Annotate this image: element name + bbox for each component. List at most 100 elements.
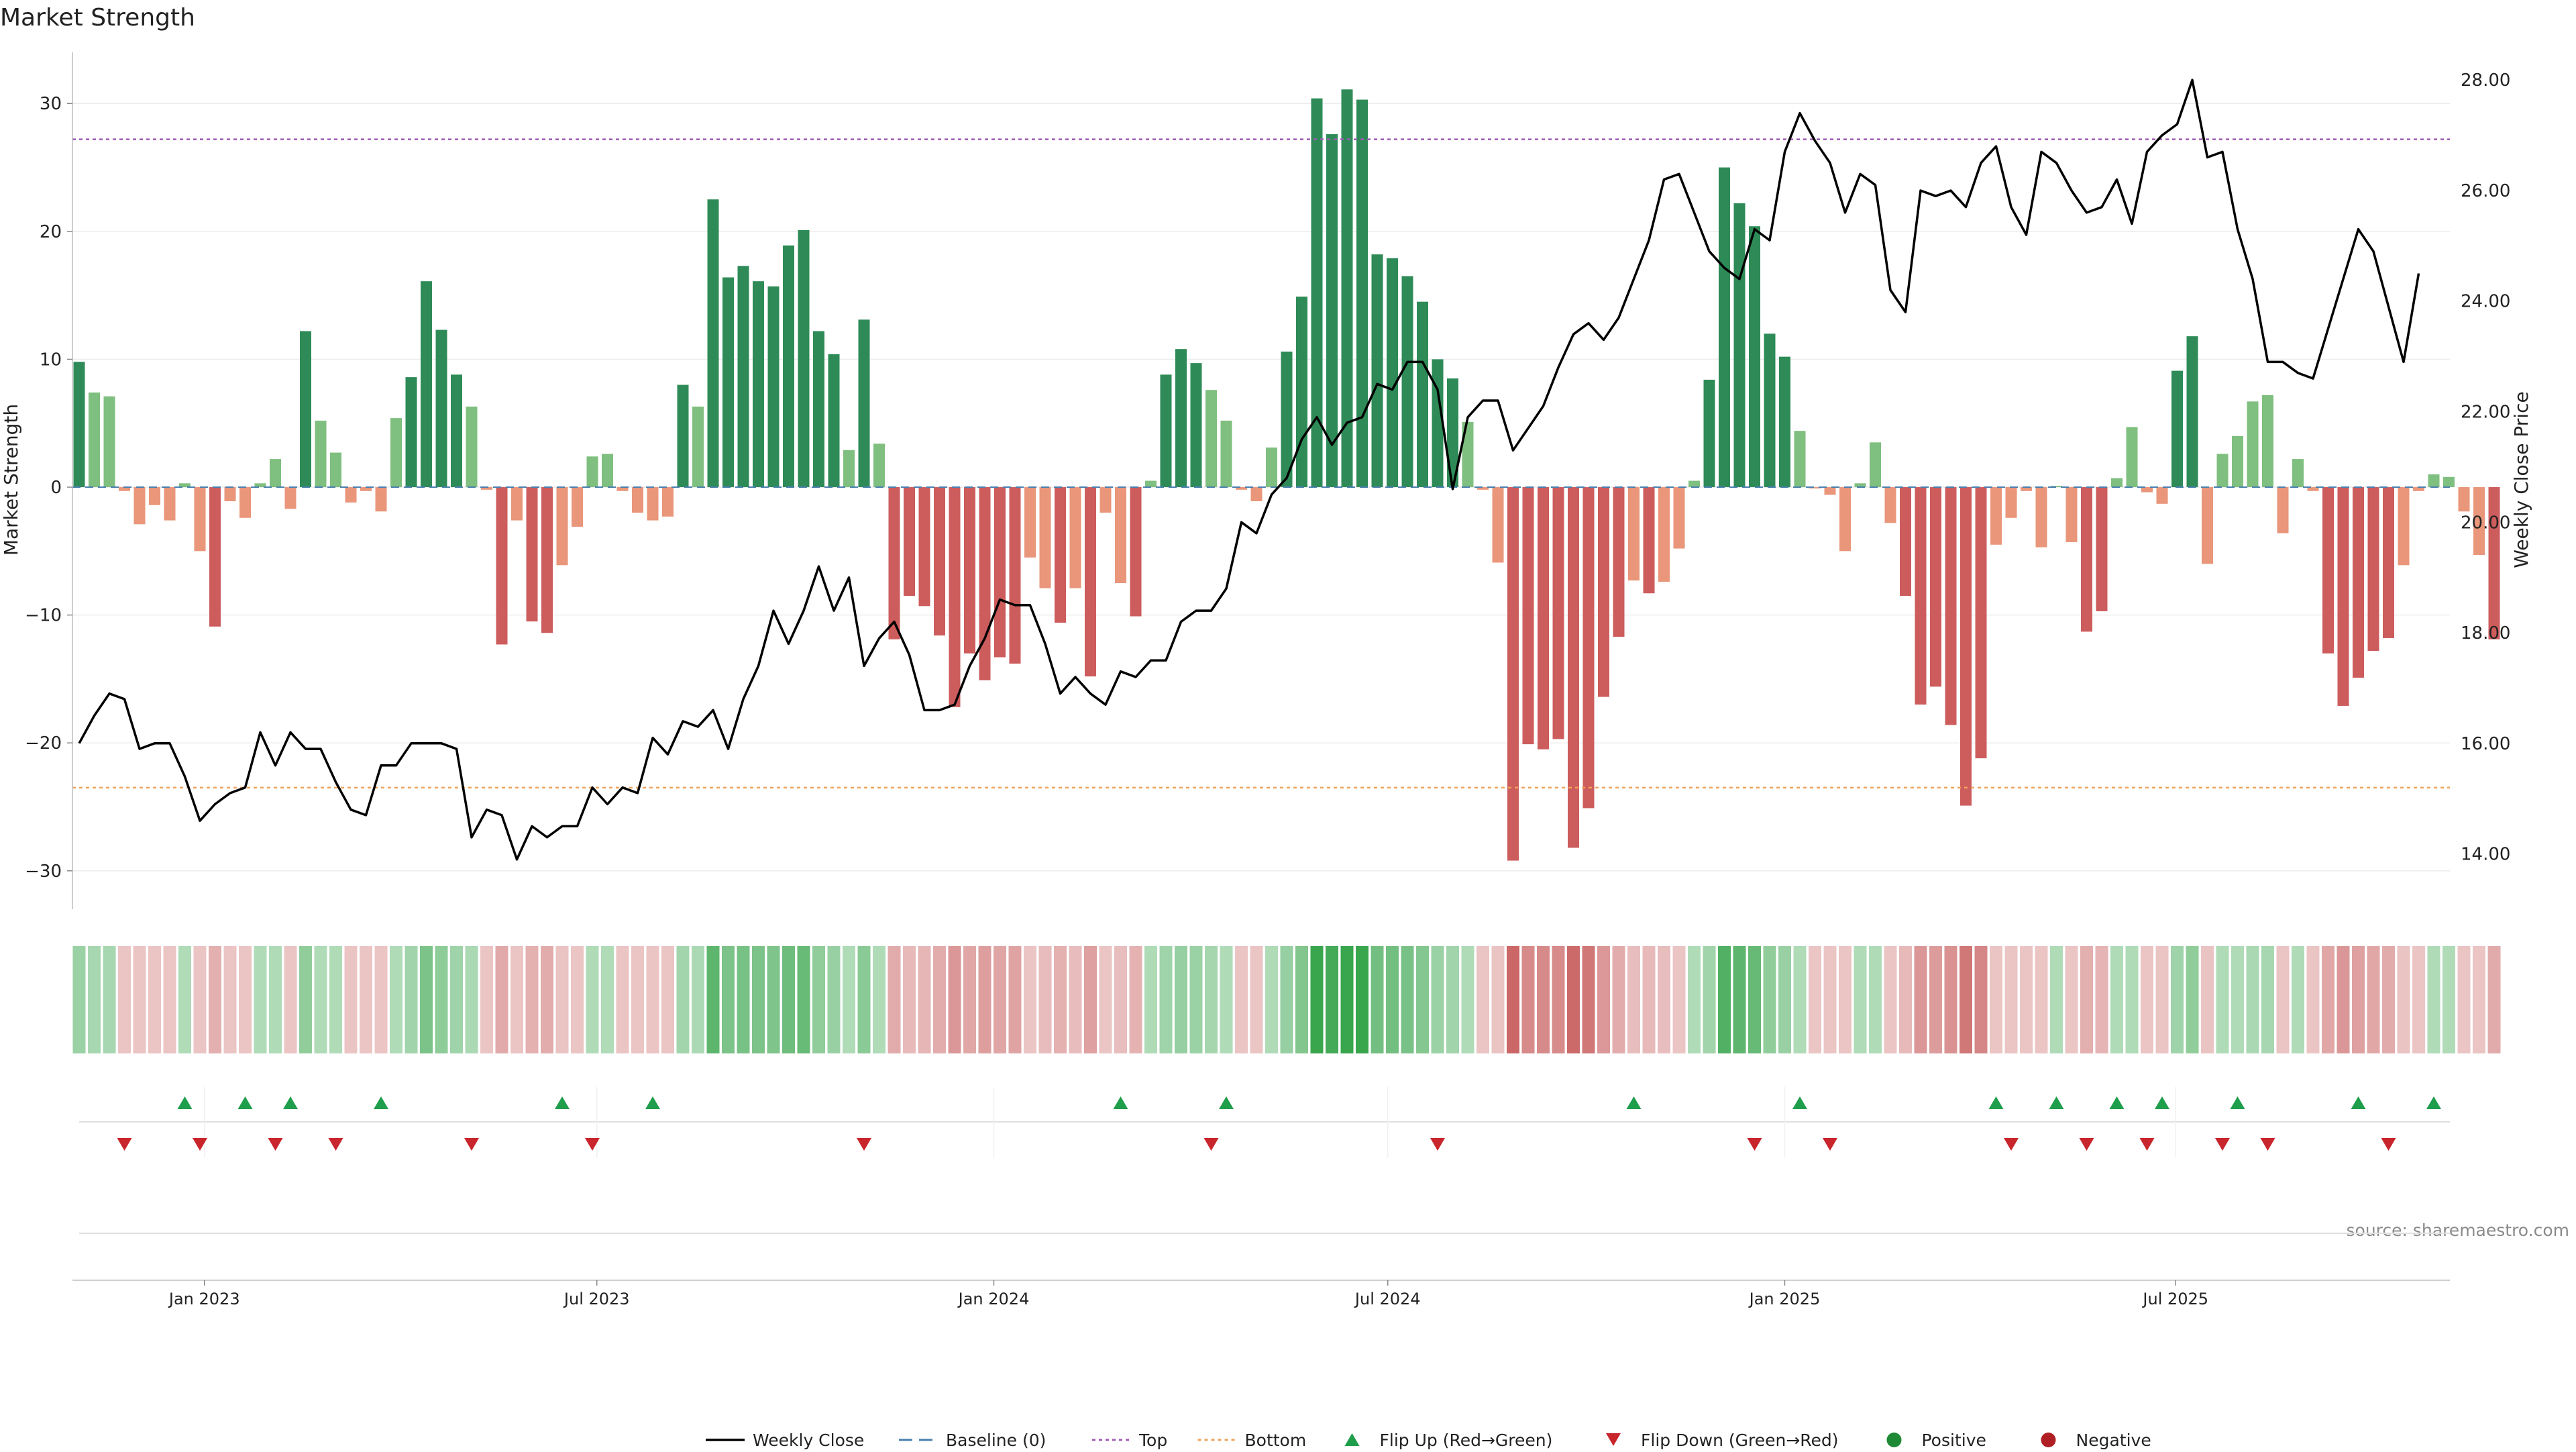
- y-tick-label-left: −30: [25, 862, 62, 882]
- flip-down-marker: [268, 1138, 283, 1151]
- strength-bar: [421, 281, 432, 488]
- heat-cell: [118, 946, 131, 1053]
- strength-bar: [451, 374, 462, 488]
- strength-bar: [2171, 370, 2183, 488]
- strength-bar: [1024, 487, 1036, 558]
- heat-cell: [722, 946, 735, 1053]
- strength-bar: [2247, 401, 2259, 488]
- heat-cell: [797, 946, 810, 1053]
- heat-cell: [2306, 946, 2320, 1053]
- heat-cell: [1597, 946, 1610, 1053]
- strength-bar: [994, 487, 1006, 658]
- strength-bar: [1190, 363, 1202, 488]
- strength-bar: [405, 377, 417, 488]
- strength-bar: [1432, 359, 1444, 488]
- strength-bar: [1099, 487, 1112, 513]
- strength-bar: [2005, 487, 2017, 518]
- strength-bar: [1417, 301, 1428, 488]
- legend-label: Weekly Close: [753, 1431, 864, 1449]
- strength-bar: [2021, 487, 2032, 491]
- heat-cell: [1084, 946, 1097, 1053]
- heat-cell: [857, 946, 871, 1053]
- flip-up-marker: [1626, 1096, 1642, 1109]
- y-tick-label-right: 14.00: [2461, 845, 2510, 865]
- strength-bar: [1507, 487, 1519, 861]
- strength-bar: [481, 487, 492, 490]
- strength-bar: [2322, 487, 2334, 654]
- strength-bar: [647, 487, 659, 521]
- heat-cell: [1416, 946, 1429, 1053]
- strength-bar: [1115, 487, 1126, 583]
- legend-label: Negative: [2076, 1431, 2151, 1449]
- y-tick-label-left: 10: [40, 350, 62, 370]
- heat-cell: [480, 946, 493, 1053]
- strength-bar: [949, 487, 961, 707]
- strength-bar: [1085, 487, 1096, 677]
- flip-up-marker: [555, 1096, 570, 1109]
- strength-bar: [1658, 487, 1670, 582]
- flip-up-marker: [2351, 1096, 2366, 1109]
- heat-cell: [1960, 946, 1972, 1053]
- heat-cell: [571, 946, 584, 1053]
- heat-cell: [465, 946, 478, 1053]
- y-axis-right-label: Weekly Close Price: [2510, 391, 2532, 568]
- strength-bar: [224, 487, 236, 501]
- strength-bar: [1522, 487, 1534, 745]
- flip-up-marker: [2155, 1096, 2169, 1109]
- strength-bar: [572, 487, 583, 527]
- heat-cell: [1582, 946, 1595, 1053]
- flip-down-marker: [857, 1138, 871, 1151]
- y-tick-label-left: 0: [50, 478, 62, 498]
- strength-bar: [345, 487, 357, 503]
- strength-bar: [1598, 487, 1609, 697]
- heat-cell: [1869, 946, 1882, 1053]
- strength-bar: [1854, 483, 1866, 488]
- heat-cell: [178, 946, 191, 1053]
- heat-cell: [1295, 946, 1308, 1053]
- strength-bar: [1870, 442, 1881, 488]
- strength-bar: [2488, 487, 2500, 639]
- strength-bar: [149, 487, 160, 505]
- strength-bar: [496, 487, 508, 645]
- strength-bar: [2398, 487, 2410, 566]
- heat-cell: [1446, 946, 1459, 1053]
- heat-cell: [827, 946, 841, 1053]
- strength-bar: [284, 487, 297, 509]
- heat-cell: [2473, 946, 2485, 1053]
- strength-bar: [843, 450, 855, 488]
- flip-up-marker: [237, 1096, 253, 1109]
- heat-cell: [1688, 946, 1701, 1053]
- strength-bar: [2277, 487, 2289, 533]
- heat-cell: [1054, 946, 1067, 1053]
- strength-bar: [2156, 487, 2168, 504]
- strength-bar: [315, 420, 327, 488]
- heat-cell: [1703, 946, 1716, 1053]
- flip-up-marker: [1792, 1096, 1807, 1109]
- strength-bar: [934, 487, 945, 636]
- heat-cell: [133, 946, 146, 1053]
- y-tick-label-left: 30: [40, 94, 62, 114]
- x-tick-label: Jan 2024: [957, 1290, 1030, 1308]
- heat-cell: [586, 946, 599, 1053]
- strength-bar: [270, 459, 281, 488]
- heat-cell: [2216, 946, 2229, 1053]
- strength-bar: [2367, 487, 2379, 651]
- strength-bar: [2126, 427, 2138, 488]
- heat-cell: [435, 946, 448, 1053]
- heat-cell: [1521, 946, 1535, 1053]
- strength-bar: [858, 319, 870, 488]
- heat-cell: [1718, 946, 1731, 1053]
- strength-bar: [616, 487, 629, 491]
- strength-bar: [1371, 254, 1383, 488]
- heat-cell: [2292, 946, 2304, 1053]
- strength-bar: [2307, 487, 2319, 491]
- heat-cell: [450, 946, 463, 1053]
- strength-bar: [1809, 487, 1821, 488]
- strength-bar: [767, 286, 780, 488]
- heat-cell: [1929, 946, 1942, 1053]
- heat-cell: [1507, 946, 1519, 1053]
- strength-bar: [2051, 486, 2062, 488]
- heat-cell: [676, 946, 690, 1053]
- strength-bar: [1613, 487, 1625, 637]
